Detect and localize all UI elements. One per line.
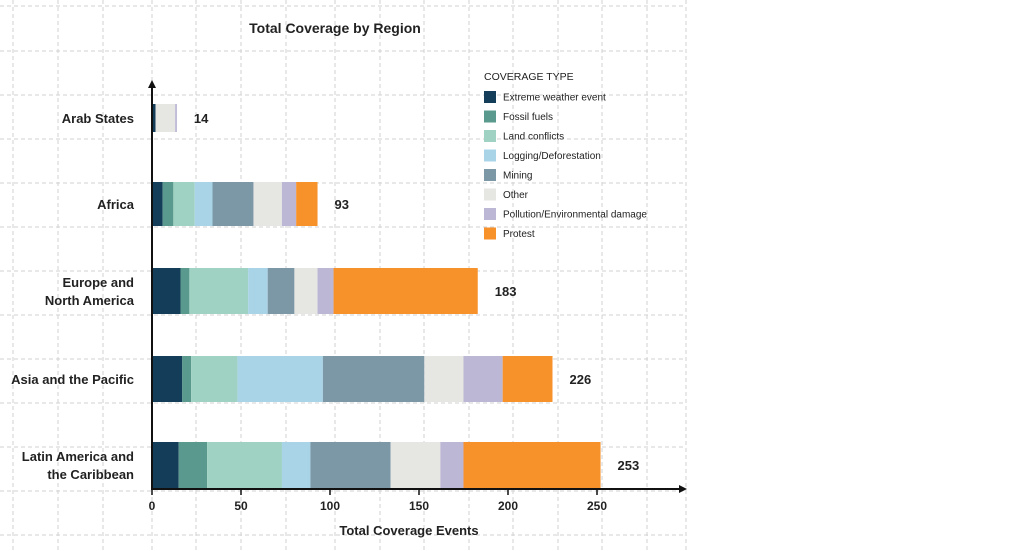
- bar-total-label: 226: [570, 372, 592, 387]
- bar-segment-other: [253, 182, 282, 226]
- category-label-line: Latin America and: [22, 449, 134, 464]
- category-label-line: Asia and the Pacific: [11, 372, 134, 387]
- legend-swatch: [484, 110, 496, 123]
- legend-label: Land conflicts: [503, 132, 564, 143]
- bar-segment-pollution-environmental-damage: [463, 356, 503, 402]
- bars: 14 Arab States 93 Africa 183 Europe and North …: [11, 104, 639, 488]
- legend-label: Protest: [503, 229, 535, 240]
- bar-segment-mining: [212, 182, 254, 226]
- category-label-line: Europe and: [62, 275, 134, 290]
- bar-segment-extreme-weather-event: [152, 182, 163, 226]
- bar-segment-fossil-fuels: [162, 182, 174, 226]
- bar-segment-protest: [463, 442, 601, 488]
- legend-label: Logging/Deforestation: [503, 151, 601, 162]
- bar-segment-extreme-weather-event: [152, 356, 183, 402]
- bar-segment-logging-deforestation: [194, 182, 213, 226]
- category-label: Africa: [97, 197, 135, 212]
- bar-total-label: 93: [335, 197, 349, 212]
- bar-segment-other: [294, 268, 318, 314]
- bar-segment-extreme-weather-event: [152, 268, 181, 314]
- bar-total-label: 253: [618, 458, 640, 473]
- bar-segment-protest: [296, 182, 318, 226]
- bar-segment-pollution-environmental-damage: [440, 442, 464, 488]
- category-label-line: Africa: [97, 197, 135, 212]
- bar-segment-other: [390, 442, 441, 488]
- bar-segment-protest: [502, 356, 553, 402]
- bar-segment-pollution-environmental-damage: [281, 182, 297, 226]
- bar-segment-mining: [267, 268, 295, 314]
- category-label: Arab States: [62, 111, 134, 126]
- legend-title: COVERAGE TYPE: [484, 71, 574, 83]
- bar-segment-mining: [310, 442, 391, 488]
- bar-segment-fossil-fuels: [182, 356, 192, 402]
- category-label: Latin America and the Caribbean: [22, 449, 134, 482]
- legend-swatch: [484, 149, 496, 162]
- bar-segment-pollution-environmental-damage: [317, 268, 334, 314]
- x-axis-label: Total Coverage Events: [339, 523, 478, 538]
- category-label-line: Arab States: [62, 111, 134, 126]
- bar-segment-other: [424, 356, 464, 402]
- x-ticks: 0 50 100 150 200 250: [149, 489, 607, 513]
- bar-segment-pollution-environmental-damage: [175, 104, 177, 132]
- category-label-line: North America: [45, 293, 135, 308]
- bar-total-label: 183: [495, 284, 517, 299]
- tick-label: 250: [587, 499, 607, 513]
- bar-segment-land-conflicts: [207, 442, 282, 488]
- legend-label: Extreme weather event: [503, 93, 606, 104]
- legend-swatch: [484, 91, 496, 103]
- category-label: Europe and North America: [45, 275, 135, 308]
- tick-label: 0: [149, 499, 156, 513]
- tick-label: 50: [234, 499, 248, 513]
- legend-label: Other: [503, 190, 529, 201]
- legend-swatch: [484, 188, 496, 201]
- legend-swatch: [484, 227, 496, 240]
- category-label: Asia and the Pacific: [11, 372, 134, 387]
- bar-segment-land-conflicts: [191, 356, 238, 402]
- category-label-line: the Caribbean: [47, 467, 134, 482]
- legend-swatch: [484, 130, 496, 142]
- bar-segment-logging-deforestation: [281, 442, 311, 488]
- chart-title: Total Coverage by Region: [249, 20, 421, 36]
- tick-label: 100: [320, 499, 340, 513]
- bar-total-label: 14: [194, 111, 209, 126]
- legend-label: Fossil fuels: [503, 112, 553, 123]
- legend-label: Mining: [503, 171, 532, 182]
- bar-segment-extreme-weather-event: [152, 104, 156, 132]
- bar-segment-logging-deforestation: [237, 356, 323, 402]
- legend-label: Pollution/Environmental damage: [503, 210, 647, 221]
- legend-swatch: [484, 169, 496, 181]
- bar-segment-fossil-fuels: [180, 268, 190, 314]
- bar-segment-protest: [333, 268, 478, 314]
- bar-segment-fossil-fuels: [178, 442, 208, 488]
- tick-label: 150: [409, 499, 429, 513]
- legend-swatch: [484, 208, 496, 220]
- legend: COVERAGE TYPE Extreme weather event Fossi…: [484, 71, 647, 240]
- bar-segment-land-conflicts: [189, 268, 249, 314]
- bar-segment-logging-deforestation: [248, 268, 268, 314]
- bar-segment-land-conflicts: [173, 182, 195, 226]
- bar-segment-mining: [322, 356, 425, 402]
- tick-label: 200: [498, 499, 518, 513]
- bar-segment-extreme-weather-event: [152, 442, 179, 488]
- bar-segment-other: [155, 104, 176, 132]
